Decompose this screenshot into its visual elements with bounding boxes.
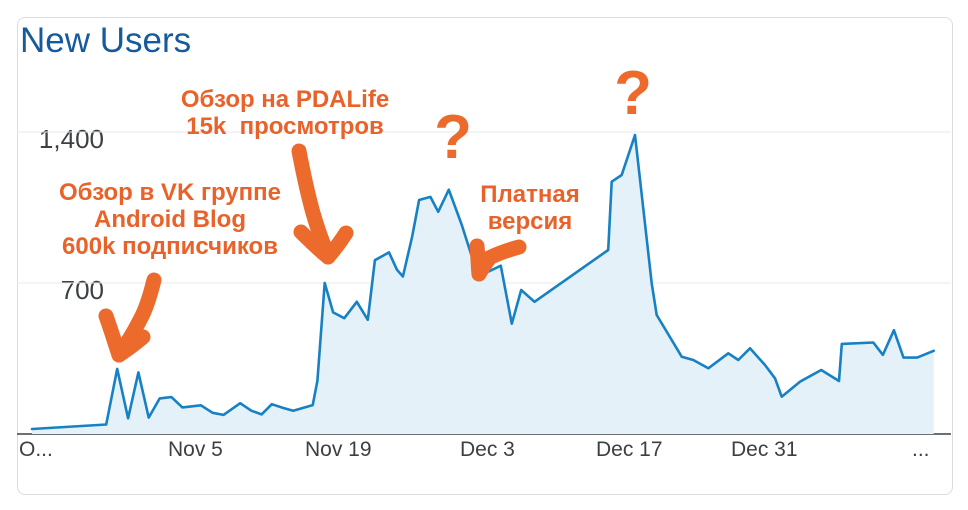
svg-text:?: ?	[614, 59, 652, 128]
svg-text:?: ?	[434, 103, 472, 172]
